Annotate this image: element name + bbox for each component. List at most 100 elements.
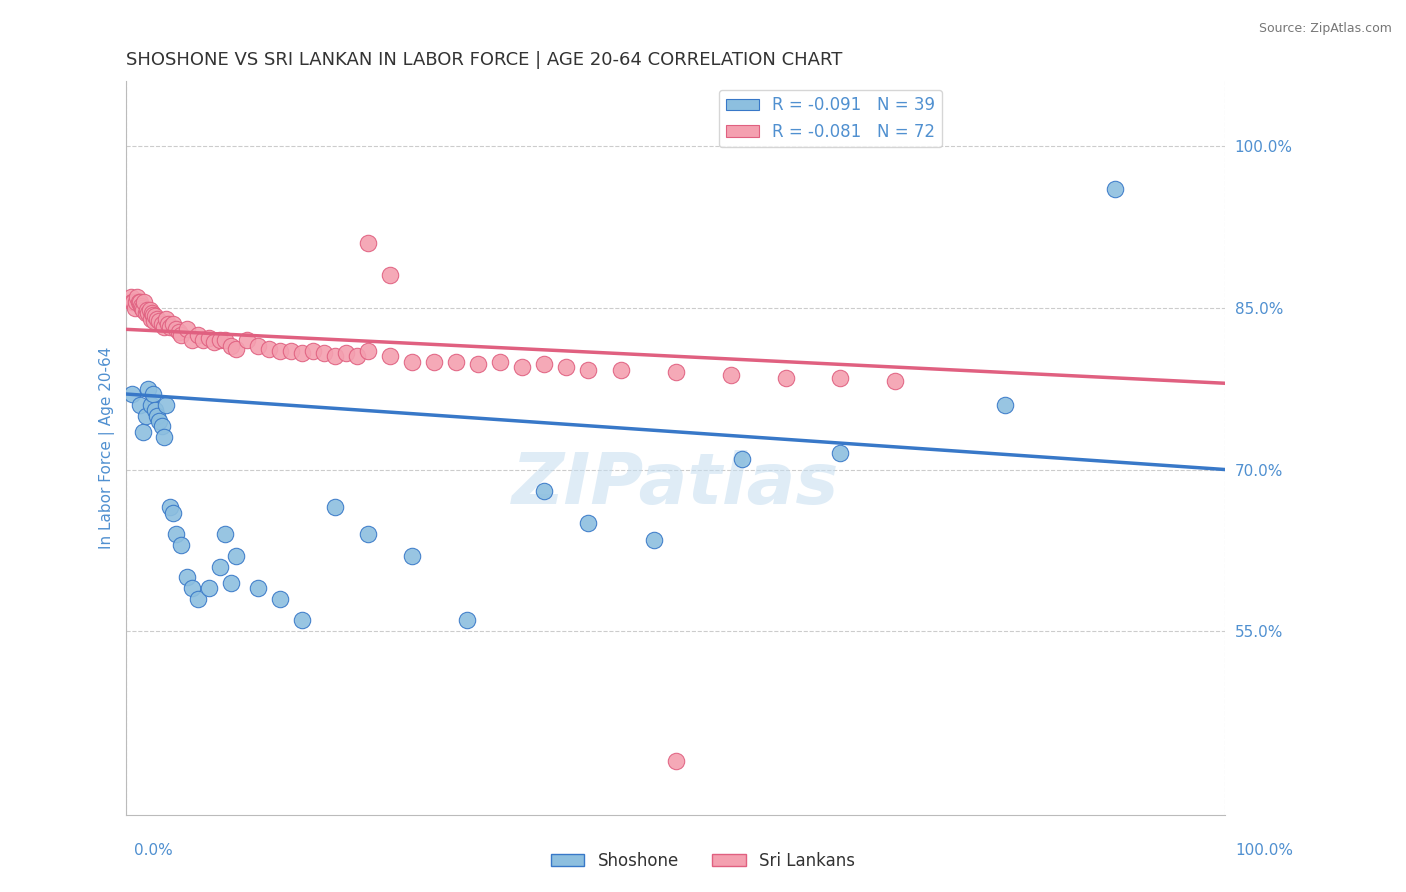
Point: [162, 317, 184, 331]
Point: [489, 354, 512, 368]
Point: [665, 366, 688, 380]
Point: [148, 314, 170, 328]
Point: [148, 414, 170, 428]
Point: [121, 387, 143, 401]
Point: [125, 295, 148, 310]
Point: [554, 360, 576, 375]
Point: [401, 549, 423, 563]
Point: [576, 363, 599, 377]
Point: [236, 333, 259, 347]
Point: [141, 306, 163, 320]
Point: [155, 398, 177, 412]
Point: [533, 484, 555, 499]
Point: [202, 335, 225, 350]
Point: [335, 346, 357, 360]
Point: [170, 327, 193, 342]
Point: [401, 354, 423, 368]
Point: [225, 549, 247, 563]
Point: [157, 317, 180, 331]
Point: [170, 538, 193, 552]
Point: [181, 581, 204, 595]
Point: [665, 754, 688, 768]
Point: [159, 500, 181, 515]
Text: SHOSHONE VS SRI LANKAN IN LABOR FORCE | AGE 20-64 CORRELATION CHART: SHOSHONE VS SRI LANKAN IN LABOR FORCE | …: [127, 51, 842, 69]
Point: [208, 559, 231, 574]
Point: [150, 317, 173, 331]
Point: [720, 368, 742, 382]
Point: [302, 343, 325, 358]
Point: [159, 320, 181, 334]
Point: [153, 430, 176, 444]
Point: [150, 419, 173, 434]
Point: [139, 311, 162, 326]
Point: [146, 311, 169, 326]
Point: [269, 591, 291, 606]
Point: [165, 527, 187, 541]
Point: [510, 360, 533, 375]
Point: [135, 306, 157, 320]
Point: [214, 527, 236, 541]
Point: [143, 310, 166, 324]
Point: [132, 295, 155, 310]
Point: [198, 581, 221, 595]
Point: [132, 302, 155, 317]
Point: [131, 301, 153, 315]
Point: [176, 322, 198, 336]
Point: [143, 403, 166, 417]
Point: [576, 516, 599, 531]
Point: [444, 354, 467, 368]
Point: [165, 322, 187, 336]
Point: [609, 363, 631, 377]
Point: [357, 236, 380, 251]
Point: [219, 338, 242, 352]
Point: [830, 371, 852, 385]
Point: [138, 382, 160, 396]
Point: [323, 500, 346, 515]
Point: [198, 331, 221, 345]
Point: [132, 425, 155, 439]
Point: [121, 295, 143, 310]
Point: [247, 581, 270, 595]
Text: Source: ZipAtlas.com: Source: ZipAtlas.com: [1258, 22, 1392, 36]
Point: [357, 343, 380, 358]
Point: [139, 398, 162, 412]
Point: [176, 570, 198, 584]
Text: 100.0%: 100.0%: [1236, 843, 1294, 858]
Point: [122, 295, 145, 310]
Point: [775, 371, 797, 385]
Point: [225, 342, 247, 356]
Point: [994, 398, 1017, 412]
Point: [456, 614, 478, 628]
Point: [128, 295, 150, 310]
Point: [120, 290, 142, 304]
Point: [247, 338, 270, 352]
Point: [193, 333, 215, 347]
Point: [128, 398, 150, 412]
Point: [1104, 182, 1126, 196]
Point: [129, 299, 152, 313]
Point: [138, 302, 160, 317]
Point: [208, 333, 231, 347]
Point: [378, 268, 401, 283]
Point: [155, 311, 177, 326]
Point: [138, 306, 160, 320]
Point: [269, 343, 291, 358]
Point: [314, 346, 336, 360]
Point: [219, 575, 242, 590]
Point: [378, 349, 401, 363]
Point: [136, 302, 159, 317]
Point: [467, 357, 489, 371]
Point: [291, 614, 314, 628]
Point: [259, 342, 281, 356]
Point: [142, 387, 165, 401]
Point: [135, 409, 157, 423]
Point: [214, 333, 236, 347]
Point: [127, 290, 149, 304]
Point: [730, 451, 752, 466]
Y-axis label: In Labor Force | Age 20-64: In Labor Force | Age 20-64: [100, 347, 115, 549]
Legend: R = -0.091   N = 39, R = -0.081   N = 72: R = -0.091 N = 39, R = -0.081 N = 72: [718, 90, 942, 147]
Point: [146, 409, 169, 423]
Point: [162, 506, 184, 520]
Point: [346, 349, 368, 363]
Point: [280, 343, 302, 358]
